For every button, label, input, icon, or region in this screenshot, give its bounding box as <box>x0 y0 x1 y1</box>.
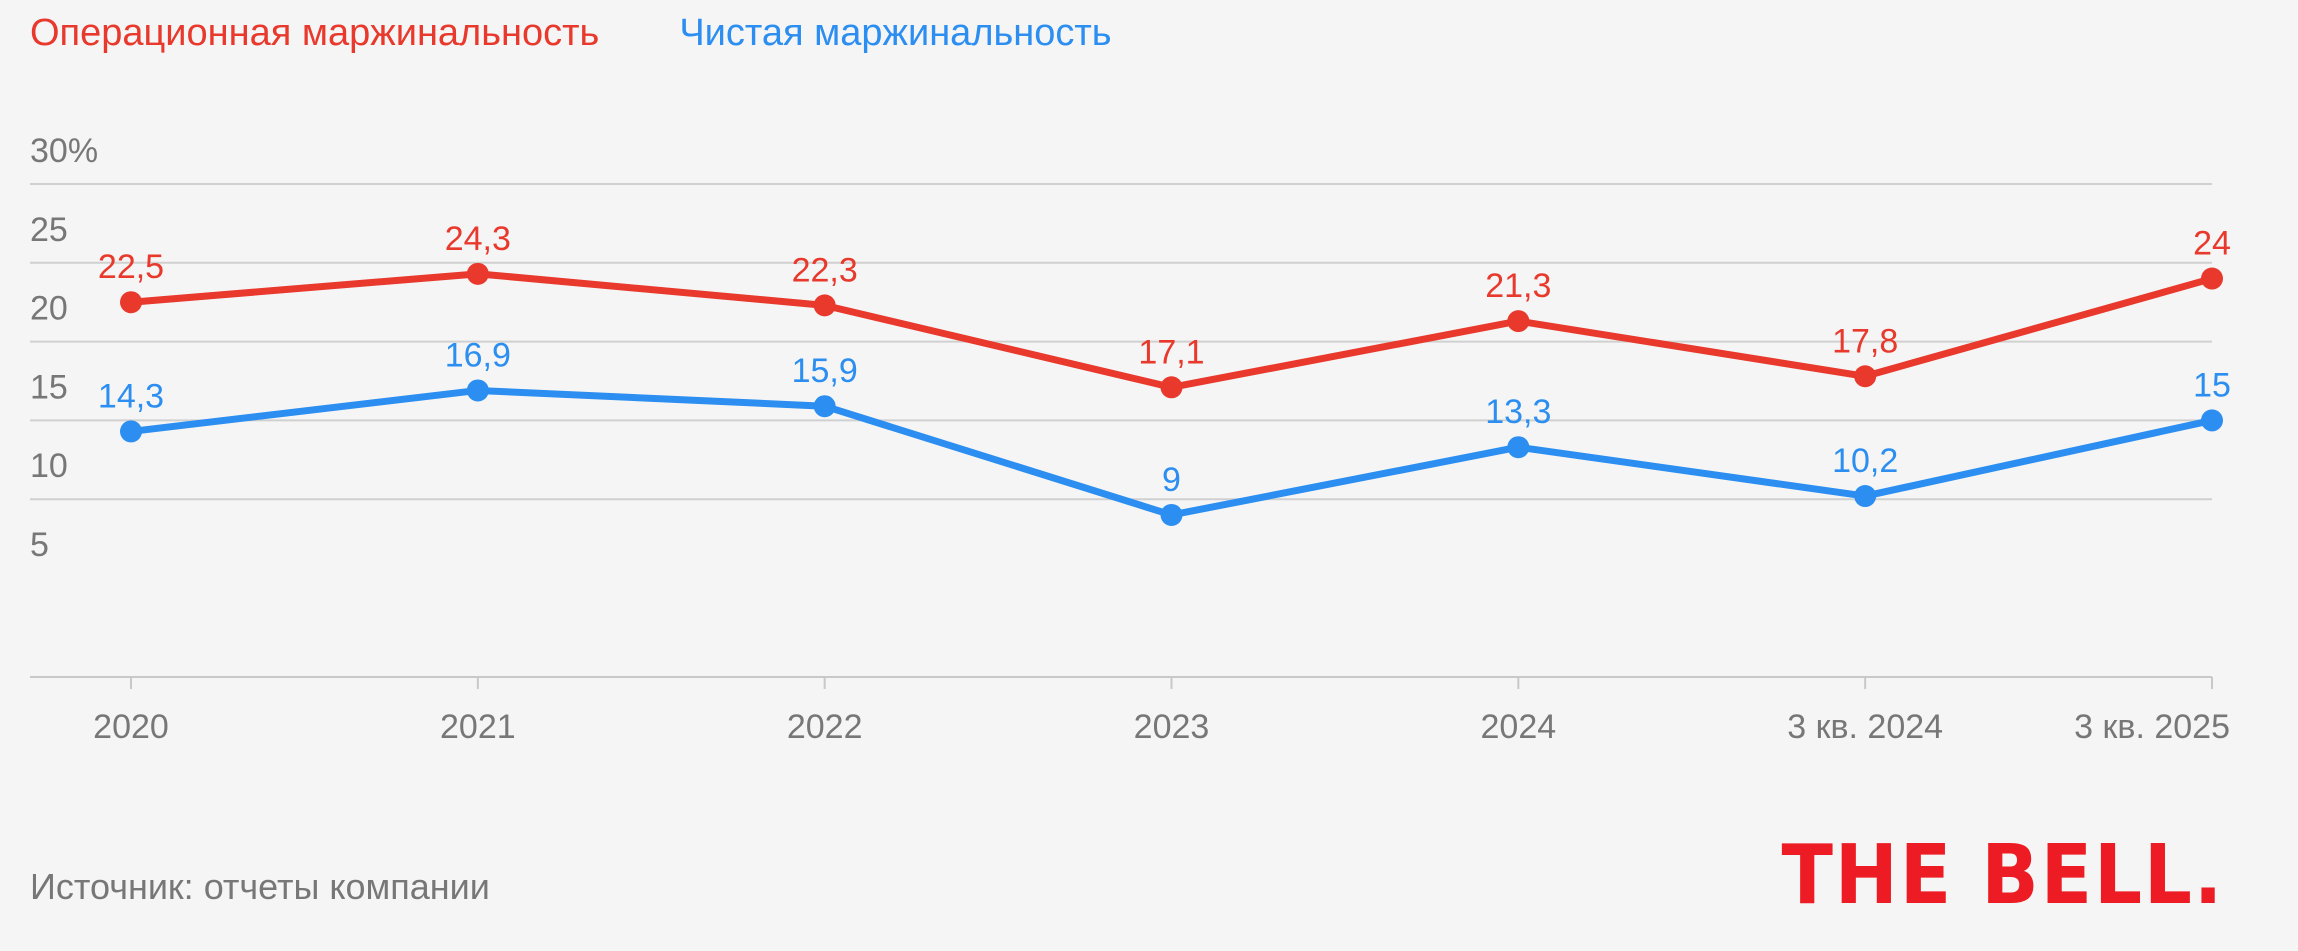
data-label: 17,1 <box>1138 333 1204 371</box>
data-point <box>2201 267 2223 290</box>
data-point <box>466 262 489 285</box>
data-label: 22,5 <box>98 248 164 286</box>
x-tick-label: 2024 <box>1481 708 1557 746</box>
data-point <box>120 420 142 443</box>
legend-operating-margin: Операционная маржинальность <box>30 12 600 54</box>
data-point <box>2201 409 2223 432</box>
legend-net-margin: Чистая маржинальность <box>679 12 1112 54</box>
data-point <box>1507 436 1530 459</box>
x-tick-label: 3 кв. 2024 <box>1787 708 1943 746</box>
chart-legend: Операционная маржинальность Чистая маржи… <box>30 12 1112 55</box>
data-point <box>1854 365 1877 388</box>
y-tick-label: 15 <box>30 368 68 406</box>
source-note: Источник: отчеты компании <box>30 866 490 907</box>
y-tick-label: 25 <box>30 211 68 249</box>
data-label: 16,9 <box>445 336 511 374</box>
data-point <box>466 379 489 402</box>
data-label: 24,3 <box>445 220 511 258</box>
data-label: 13,3 <box>1485 393 1551 431</box>
data-label: 22,3 <box>792 251 858 289</box>
x-tick-label: 2021 <box>440 708 516 746</box>
data-point <box>1160 376 1183 399</box>
data-point <box>1854 485 1877 508</box>
data-label: 10,2 <box>1832 442 1898 480</box>
data-label: 21,3 <box>1485 267 1551 305</box>
y-tick-label: 5 <box>30 526 49 564</box>
x-tick-label: 2020 <box>93 708 169 746</box>
data-point <box>120 291 142 314</box>
data-label: 24 <box>2193 225 2231 263</box>
data-label: 17,8 <box>1832 322 1898 360</box>
data-point <box>813 395 836 418</box>
x-tick-label: 2022 <box>787 708 863 746</box>
y-tick-label: 30% <box>30 132 98 170</box>
the-bell-logo: THE BELL. <box>1781 828 2224 923</box>
data-label: 15 <box>2193 366 2231 404</box>
x-tick-label: 3 кв. 2025 <box>2074 708 2230 746</box>
y-tick-label: 10 <box>30 447 68 485</box>
line-chart: 5 10 15 20 25 30% 2020 2021 2022 2023 2024 3 кв. 20… <box>30 132 2231 746</box>
data-label: 14,3 <box>98 377 164 415</box>
data-label: 15,9 <box>792 352 858 390</box>
x-tick-label: 2023 <box>1134 708 1210 746</box>
data-point <box>1160 503 1183 526</box>
data-point <box>1507 310 1530 333</box>
y-tick-label: 20 <box>30 290 68 328</box>
data-label: 9 <box>1162 461 1181 499</box>
data-point <box>813 294 836 317</box>
